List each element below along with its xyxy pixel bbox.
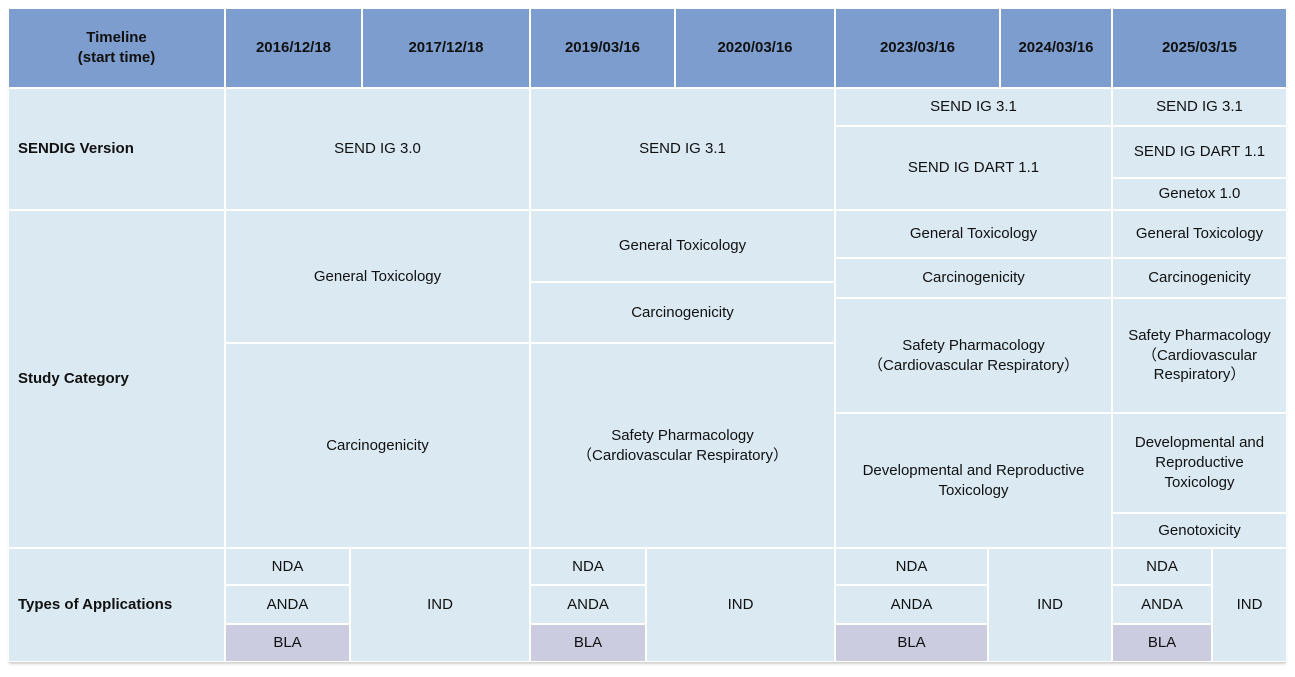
- study-category-2016-2017-general-tox: General Toxicology: [225, 210, 530, 343]
- applications-2025-nda: NDA: [1112, 548, 1212, 585]
- applications-2025-stack: NDA ANDA BLA: [1112, 548, 1212, 662]
- sendig-version-2023-2024-ig31: SEND IG 3.1: [835, 88, 1112, 126]
- study-category-2023-2024-carcinogenicity: Carcinogenicity: [835, 258, 1112, 298]
- applications-2024-ind: IND: [988, 548, 1112, 662]
- study-category-2025-general-tox: General Toxicology: [1112, 210, 1287, 258]
- applications-2016-bla: BLA: [225, 624, 350, 662]
- study-category-2023-2024-safety-pharm: Safety Pharmacology （Cardiovascular Resp…: [835, 298, 1112, 413]
- study-category-row: Study Category General Toxicology Carcin…: [8, 210, 1287, 548]
- sendig-version-2025-genetox: Genetox 1.0: [1112, 178, 1287, 210]
- send-timeline-table: Timeline (start time) 2016/12/18 2017/12…: [8, 8, 1287, 662]
- sendig-version-2025-dart: SEND IG DART 1.1: [1112, 126, 1287, 178]
- applications-2016-stack: NDA ANDA BLA: [225, 548, 350, 662]
- applications-2023-nda: NDA: [835, 548, 988, 585]
- study-category-2016-2017-carcinogenicity: Carcinogenicity: [225, 343, 530, 548]
- applications-2025-anda: ANDA: [1112, 585, 1212, 624]
- sendig-version-2025-ig31: SEND IG 3.1: [1112, 88, 1287, 126]
- study-category-2025-genotoxicity: Genotoxicity: [1112, 513, 1287, 548]
- applications-2023-bla: BLA: [835, 624, 988, 662]
- sendig-version-2023-2024-group: SEND IG 3.1 SEND IG DART 1.1: [835, 88, 1112, 210]
- study-category-2023-2024-group: General Toxicology Carcinogenicity Safet…: [835, 210, 1112, 548]
- study-category-2025-group: General Toxicology Carcinogenicity Safet…: [1112, 210, 1287, 548]
- applications-2016-2017-group: NDA ANDA BLA IND: [225, 548, 530, 662]
- study-category-2023-2024-dart: Developmental and Reproductive Toxicolog…: [835, 413, 1112, 548]
- study-category-2019-2020-safety-pharm: Safety Pharmacology （Cardiovascular Resp…: [530, 343, 835, 548]
- study-category-row-label: Study Category: [8, 210, 225, 548]
- study-category-2019-2020-general-tox: General Toxicology: [530, 210, 835, 282]
- applications-row: Types of Applications NDA ANDA BLA IND N…: [8, 548, 1287, 662]
- applications-2025-bla: BLA: [1112, 624, 1212, 662]
- sendig-version-row-label: SENDIG Version: [8, 88, 225, 210]
- header-date-2020: 2020/03/16: [675, 8, 835, 88]
- sendig-version-2023-2024-dart: SEND IG DART 1.1: [835, 126, 1112, 210]
- sendig-version-2016-2017: SEND IG 3.0: [225, 88, 530, 210]
- applications-2020-ind: IND: [646, 548, 835, 662]
- header-date-2016: 2016/12/18: [225, 8, 362, 88]
- study-category-2016-2017-group: General Toxicology Carcinogenicity: [225, 210, 530, 548]
- applications-2023-2024-group: NDA ANDA BLA IND: [835, 548, 1112, 662]
- sendig-version-2025-group: SEND IG 3.1 SEND IG DART 1.1 Genetox 1.0: [1112, 88, 1287, 210]
- sendig-version-2019-2020: SEND IG 3.1: [530, 88, 835, 210]
- applications-2025-ind: IND: [1212, 548, 1287, 662]
- study-category-2023-2024-general-tox: General Toxicology: [835, 210, 1112, 258]
- applications-2016-nda: NDA: [225, 548, 350, 585]
- applications-2025-group: NDA ANDA BLA IND: [1112, 548, 1287, 662]
- study-category-2019-2020-group: General Toxicology Carcinogenicity Safet…: [530, 210, 835, 548]
- applications-2019-stack: NDA ANDA BLA: [530, 548, 646, 662]
- header-date-2023: 2023/03/16: [835, 8, 1000, 88]
- applications-2019-2020-group: NDA ANDA BLA IND: [530, 548, 835, 662]
- header-date-2024: 2024/03/16: [1000, 8, 1112, 88]
- study-category-2025-carcinogenicity: Carcinogenicity: [1112, 258, 1287, 298]
- header-date-2025: 2025/03/15: [1112, 8, 1287, 88]
- applications-2019-anda: ANDA: [530, 585, 646, 624]
- applications-row-label: Types of Applications: [8, 548, 225, 662]
- applications-2019-bla: BLA: [530, 624, 646, 662]
- study-category-2025-safety-pharm: Safety Pharmacology （Cardiovascular Resp…: [1112, 298, 1287, 413]
- applications-2017-ind: IND: [350, 548, 530, 662]
- header-date-2017: 2017/12/18: [362, 8, 530, 88]
- header-timeline-label: Timeline (start time): [8, 8, 225, 88]
- study-category-2025-dart: Developmental and Reproductive Toxicolog…: [1112, 413, 1287, 513]
- sendig-version-row: SENDIG Version SEND IG 3.0 SEND IG 3.1 S…: [8, 88, 1287, 210]
- study-category-2019-2020-carcinogenicity: Carcinogenicity: [530, 282, 835, 343]
- applications-2023-anda: ANDA: [835, 585, 988, 624]
- header-row: Timeline (start time) 2016/12/18 2017/12…: [8, 8, 1287, 88]
- applications-2016-anda: ANDA: [225, 585, 350, 624]
- applications-2019-nda: NDA: [530, 548, 646, 585]
- applications-2023-stack: NDA ANDA BLA: [835, 548, 988, 662]
- header-date-2019: 2019/03/16: [530, 8, 675, 88]
